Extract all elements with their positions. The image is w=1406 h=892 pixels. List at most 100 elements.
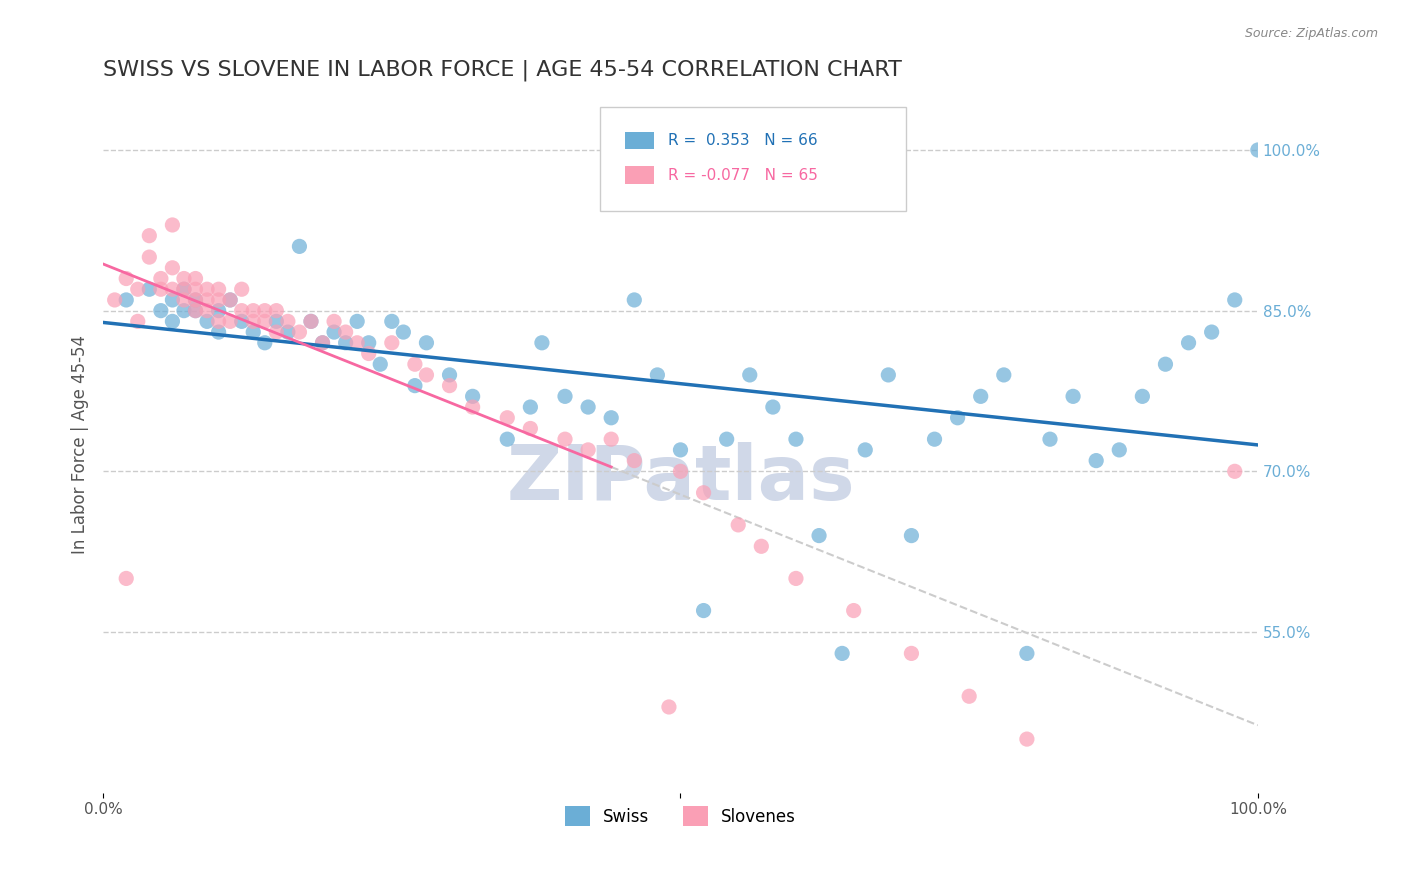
Point (496, 410, 519, 425)
Point (600, 410, 623, 425)
Point (207, 314, 229, 328)
Point (335, 325, 357, 339)
Point (346, 335, 368, 350)
Point (219, 314, 242, 328)
Point (600, 432, 623, 446)
Point (1223, 464, 1246, 478)
Point (1201, 325, 1223, 339)
Point (184, 293, 207, 307)
Point (115, 271, 138, 285)
Point (554, 389, 576, 403)
Y-axis label: In Labor Force | Age 45-54: In Labor Force | Age 45-54 (72, 335, 89, 554)
Point (162, 260, 184, 275)
Point (288, 239, 311, 253)
Point (299, 314, 322, 328)
FancyBboxPatch shape (599, 107, 905, 211)
Point (669, 464, 692, 478)
Point (1223, 293, 1246, 307)
Point (173, 293, 195, 307)
Point (162, 282, 184, 296)
Point (311, 335, 333, 350)
Point (576, 442, 599, 457)
Point (323, 325, 346, 339)
Point (842, 603, 865, 617)
Point (831, 647, 853, 661)
Point (173, 282, 195, 296)
Point (1247, 143, 1270, 157)
Point (184, 293, 207, 307)
Point (266, 303, 288, 318)
Point (335, 335, 357, 350)
Text: R =  0.353   N = 66: R = 0.353 N = 66 (668, 133, 817, 148)
Point (253, 314, 276, 328)
Point (173, 271, 195, 285)
Point (323, 314, 346, 328)
Point (1062, 389, 1084, 403)
Point (808, 528, 831, 542)
Point (381, 314, 404, 328)
Point (439, 378, 461, 392)
Point (692, 485, 714, 500)
Point (623, 453, 645, 467)
Point (496, 432, 519, 446)
Point (1108, 442, 1130, 457)
Text: Source: ZipAtlas.com: Source: ZipAtlas.com (1244, 27, 1378, 40)
Point (357, 346, 380, 360)
Point (138, 282, 160, 296)
Point (461, 389, 484, 403)
Point (415, 335, 437, 350)
Point (877, 368, 900, 382)
Point (900, 647, 922, 661)
Point (924, 432, 946, 446)
Point (115, 571, 138, 585)
Point (900, 528, 922, 542)
Point (357, 335, 380, 350)
Point (785, 571, 807, 585)
Point (1085, 453, 1108, 467)
Point (231, 314, 253, 328)
Point (623, 293, 645, 307)
Point (173, 303, 195, 318)
Point (195, 303, 218, 318)
Point (554, 432, 576, 446)
FancyBboxPatch shape (626, 132, 654, 149)
Point (162, 314, 184, 328)
Point (853, 442, 876, 457)
Point (647, 368, 669, 382)
Point (195, 293, 218, 307)
Point (970, 389, 993, 403)
Point (184, 282, 207, 296)
Text: R = -0.077   N = 65: R = -0.077 N = 65 (668, 168, 818, 183)
Point (138, 250, 160, 264)
Point (392, 325, 415, 339)
Point (115, 293, 138, 307)
Point (277, 314, 299, 328)
Point (219, 293, 242, 307)
Point (1015, 732, 1038, 747)
Point (149, 303, 172, 318)
Point (288, 325, 311, 339)
Point (311, 335, 333, 350)
Point (346, 314, 368, 328)
Point (277, 325, 299, 339)
Point (1177, 335, 1199, 350)
Point (149, 271, 172, 285)
Point (207, 325, 229, 339)
Point (519, 400, 541, 414)
Point (738, 368, 761, 382)
Point (1039, 432, 1062, 446)
Point (242, 325, 264, 339)
Point (195, 282, 218, 296)
Point (299, 314, 322, 328)
Point (530, 335, 553, 350)
Point (762, 400, 785, 414)
Legend: Swiss, Slovenes: Swiss, Slovenes (558, 799, 803, 833)
Point (242, 303, 264, 318)
Point (184, 303, 207, 318)
Point (173, 282, 195, 296)
Point (253, 335, 276, 350)
Point (1154, 357, 1177, 371)
Point (207, 282, 229, 296)
Point (439, 368, 461, 382)
Point (195, 314, 218, 328)
